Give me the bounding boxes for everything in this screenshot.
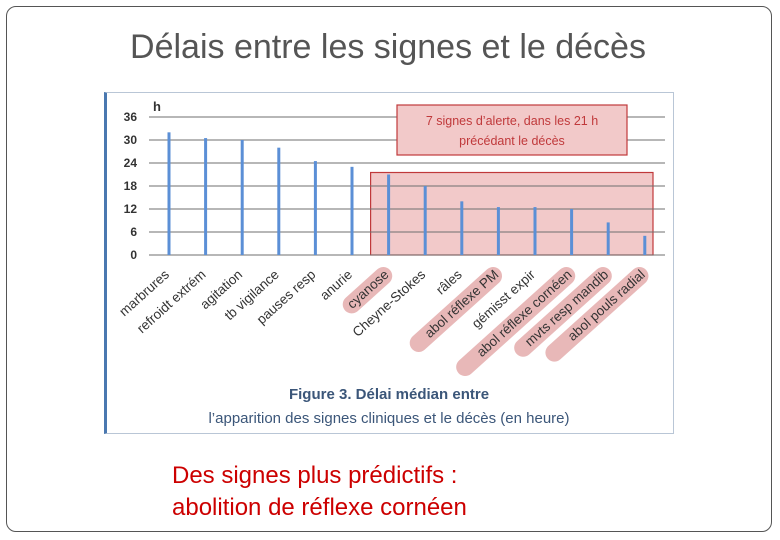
highlight-region [370, 171, 654, 256]
annotation-box [396, 104, 628, 156]
figure-caption-subtitle: l’apparition des signes cliniques et le … [208, 410, 570, 427]
y-axis-label: h [153, 99, 161, 114]
slide-frame [6, 6, 772, 532]
figure-panel: 0 6 12 18 24 30 36 h marbrures refroidt extrém agi… [104, 92, 674, 434]
figure-caption-title: Figure 3. Délai médian entre [288, 386, 490, 403]
bar [204, 138, 208, 255]
bar [643, 235, 647, 255]
y-tick-label: 18 [124, 179, 138, 193]
bar [570, 209, 574, 255]
category-highlight-pill [409, 267, 503, 352]
conclusion-text: Des signes plus prédictifs : abolition d… [172, 460, 467, 524]
bar [533, 207, 537, 255]
slide-title: Délais entre les signes et le décès [130, 28, 646, 66]
bar [460, 201, 464, 255]
y-tick-label: 0 [130, 248, 137, 262]
category-label-group: râles [433, 267, 465, 298]
bar [423, 186, 427, 255]
bar [606, 222, 610, 255]
bar [240, 140, 244, 255]
bar [167, 132, 171, 255]
y-tick-label: 12 [124, 202, 138, 216]
bar [313, 161, 317, 255]
category-highlight-pill [514, 267, 612, 357]
bar [350, 166, 354, 255]
y-tick-label: 36 [124, 110, 138, 124]
annotation-line-2: précédant le décès [459, 134, 565, 148]
category-highlight-pill [342, 267, 393, 314]
category-label: râles [433, 267, 465, 298]
annotation-line-1: 7 signes d’alerte, dans les 21 h [426, 114, 598, 128]
y-tick-label: 6 [130, 225, 137, 239]
bar [277, 147, 281, 255]
conclusion-line-2: abolition de réflexe cornéen [172, 494, 467, 521]
bar [496, 207, 500, 255]
category-highlight-pill [545, 267, 649, 362]
y-tick-label: 30 [124, 133, 138, 147]
y-tick-label: 24 [124, 156, 138, 170]
conclusion-line-1: Des signes plus prédictifs : [172, 462, 458, 489]
bar [387, 174, 391, 255]
category-highlight-pill [456, 267, 576, 377]
